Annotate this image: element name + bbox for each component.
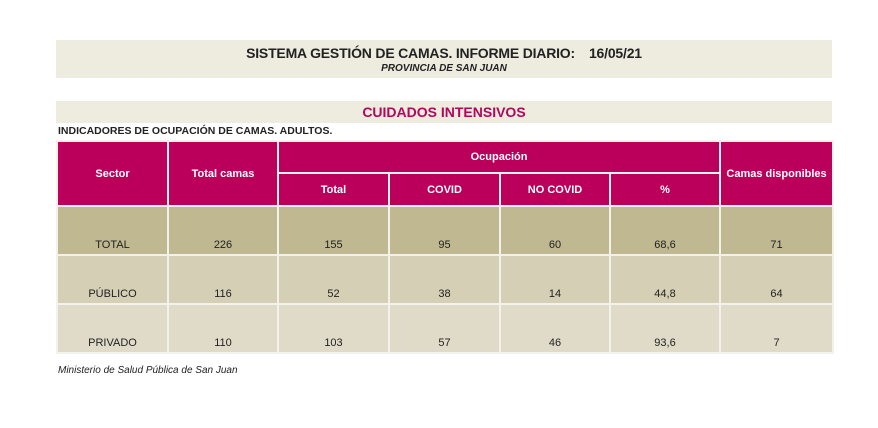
section-title: CUIDADOS INTENSIVOS — [362, 104, 526, 120]
cell-no-covid: 46 — [499, 303, 611, 354]
cell-covid: 95 — [388, 205, 501, 256]
report-title: SISTEMA GESTIÓN DE CAMAS. INFORME DIARIO… — [56, 40, 832, 61]
table-row: PÚBLICO 116 52 38 14 44,8 64 — [56, 254, 835, 305]
header-sector: Sector — [56, 140, 169, 207]
cell-sector: PRIVADO — [56, 303, 169, 354]
header-covid: COVID — [388, 172, 501, 207]
header-no-covid: NO COVID — [499, 172, 611, 207]
header-total-camas: Total camas — [167, 140, 279, 207]
footer-source: Ministerio de Salud Pública de San Juan — [58, 365, 238, 376]
table-row: PRIVADO 110 103 57 46 93,6 7 — [56, 303, 835, 354]
occupancy-table: Sector Total camas Ocupación Camas dispo… — [56, 140, 835, 354]
cell-covid: 38 — [388, 254, 501, 305]
header-pct: % — [608, 172, 722, 207]
cell-no-covid: 14 — [499, 254, 611, 305]
header-ocupacion: Ocupación — [276, 140, 722, 174]
table-row: TOTAL 226 155 95 60 68,6 71 — [56, 205, 835, 256]
report-date: 16/05/21 — [588, 45, 642, 61]
cell-sector: TOTAL — [56, 205, 169, 256]
cell-total: 52 — [277, 254, 390, 305]
header-camas-disponibles: Camas disponibles — [719, 140, 835, 207]
table-caption: INDICADORES DE OCUPACIÓN DE CAMAS. ADULT… — [58, 125, 333, 137]
cell-total: 155 — [277, 205, 390, 256]
title-text: SISTEMA GESTIÓN DE CAMAS. INFORME DIARIO… — [246, 45, 575, 61]
cell-sector: PÚBLICO — [56, 254, 169, 305]
cell-total: 103 — [277, 303, 390, 354]
cell-total-camas: 226 — [167, 205, 279, 256]
cell-disponibles: 71 — [719, 205, 835, 256]
report-header: SISTEMA GESTIÓN DE CAMAS. INFORME DIARIO… — [56, 40, 832, 78]
cell-pct: 68,6 — [608, 205, 722, 256]
cell-disponibles: 64 — [719, 254, 835, 305]
cell-total-camas: 110 — [167, 303, 279, 354]
cell-disponibles: 7 — [719, 303, 835, 354]
cell-pct: 44,8 — [608, 254, 722, 305]
cell-no-covid: 60 — [499, 205, 611, 256]
province-subtitle: PROVINCIA DE SAN JUAN — [381, 63, 507, 74]
cell-pct: 93,6 — [608, 303, 722, 354]
cell-covid: 57 — [388, 303, 501, 354]
header-total: Total — [277, 172, 390, 207]
cell-total-camas: 116 — [167, 254, 279, 305]
section-band: CUIDADOS INTENSIVOS — [56, 101, 832, 123]
